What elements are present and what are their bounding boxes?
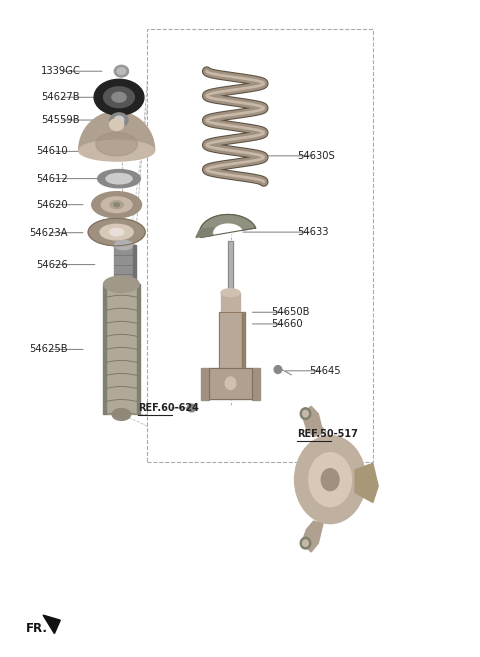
Ellipse shape [114,280,133,289]
Ellipse shape [309,453,351,507]
Ellipse shape [79,140,155,161]
Text: 54630S: 54630S [297,151,335,161]
Ellipse shape [109,229,124,236]
Ellipse shape [114,203,120,207]
Text: 1339GC: 1339GC [41,66,81,76]
Bar [228,240,233,292]
Ellipse shape [117,68,126,74]
Ellipse shape [96,133,137,156]
Bar [221,292,240,312]
Ellipse shape [110,201,123,209]
Text: 54612: 54612 [36,173,68,184]
Polygon shape [301,406,323,437]
Ellipse shape [100,224,133,240]
Polygon shape [355,463,378,503]
Ellipse shape [104,87,134,108]
Ellipse shape [114,240,133,250]
Bar [228,240,233,292]
Text: 54660: 54660 [271,319,302,329]
Text: 54626: 54626 [36,260,68,269]
Bar [209,367,252,399]
Ellipse shape [101,197,132,213]
Polygon shape [301,521,323,552]
Text: 54650B: 54650B [271,307,309,317]
Bar [209,367,252,399]
Bar [252,367,261,400]
Text: 54645: 54645 [309,366,340,376]
Ellipse shape [110,113,128,127]
Text: 54633: 54633 [297,227,328,237]
Polygon shape [196,227,214,237]
Bar [201,367,209,400]
Text: 54610: 54610 [36,147,68,156]
Ellipse shape [106,173,132,184]
Bar [219,312,242,367]
Bar [106,284,137,415]
Ellipse shape [88,218,145,246]
Bar [114,245,133,284]
Text: 54623A: 54623A [29,228,67,238]
Ellipse shape [221,289,240,296]
Polygon shape [43,615,60,633]
Ellipse shape [114,65,129,77]
Text: 54627B: 54627B [41,92,79,102]
Ellipse shape [302,411,308,417]
Text: FR.: FR. [25,622,48,635]
Ellipse shape [274,366,282,373]
Ellipse shape [112,409,131,420]
Ellipse shape [97,170,140,188]
Ellipse shape [112,93,126,102]
Text: REF.60-624: REF.60-624 [138,403,199,413]
Ellipse shape [321,468,339,491]
Ellipse shape [114,116,124,124]
Bar [219,312,242,367]
Ellipse shape [187,404,196,412]
Ellipse shape [300,537,311,549]
Ellipse shape [94,79,144,115]
Ellipse shape [92,192,142,217]
Ellipse shape [295,436,366,524]
Ellipse shape [225,377,236,390]
Ellipse shape [109,119,124,131]
Polygon shape [79,112,155,150]
Bar [147,29,373,462]
Text: 54559B: 54559B [41,115,79,125]
Text: 54620: 54620 [36,200,68,210]
Polygon shape [200,214,256,237]
Ellipse shape [302,540,308,547]
Ellipse shape [104,276,139,292]
Text: 54625B: 54625B [29,344,68,354]
Ellipse shape [300,408,311,420]
Text: REF.50-517: REF.50-517 [297,429,358,439]
